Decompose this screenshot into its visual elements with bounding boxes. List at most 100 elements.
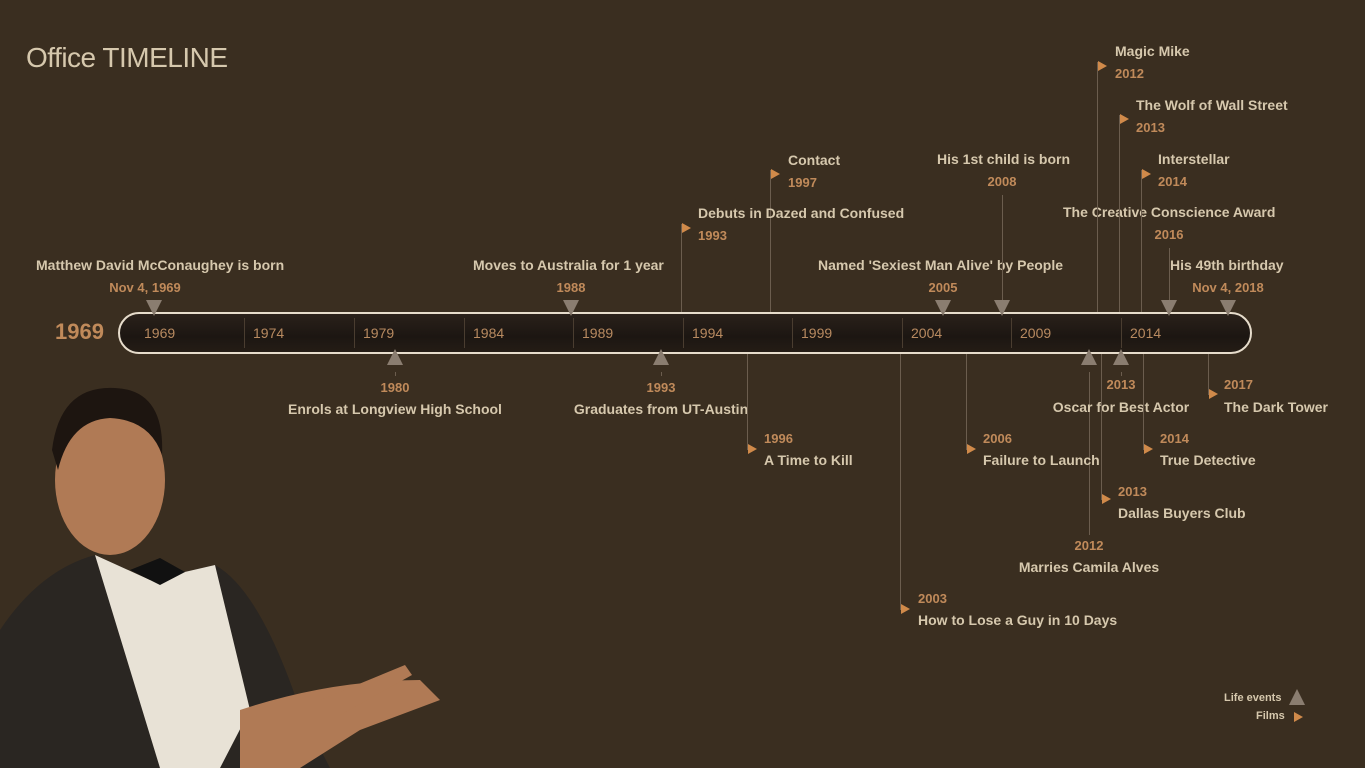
life-event-title: Graduates from UT-Austin	[573, 401, 749, 417]
film-flag-icon	[1142, 169, 1151, 179]
tick-divider	[573, 318, 574, 348]
life-event-connector	[1089, 372, 1090, 535]
film-title: Interstellar	[1158, 151, 1230, 167]
legend-triangle-icon	[1289, 689, 1305, 705]
tick-label: 1999	[801, 325, 833, 341]
tick-divider	[792, 318, 793, 348]
life-event-title: Marries Camila Alves	[1018, 559, 1160, 575]
tick-divider	[902, 318, 903, 348]
person-photo	[0, 387, 440, 768]
life-event-marker-icon	[1220, 300, 1236, 316]
life-event-title: His 49th birthday	[1170, 257, 1284, 273]
life-event-title: Matthew David McConaughey is born	[36, 257, 285, 273]
tick-divider	[1011, 318, 1012, 348]
film-flag-icon	[748, 444, 757, 454]
life-event-date: 1993	[646, 380, 676, 395]
tick-label: 2004	[911, 325, 943, 341]
tick-label: 2009	[1020, 325, 1052, 341]
life-event-title: Moves to Australia for 1 year	[473, 257, 664, 273]
film-title: A Time to Kill	[764, 452, 853, 468]
film-date: 2014	[1158, 174, 1187, 189]
film-connector	[1119, 115, 1120, 312]
tick-label: 1979	[363, 325, 395, 341]
film-title: Failure to Launch	[983, 452, 1100, 468]
film-title: Contact	[788, 152, 841, 168]
film-title: Magic Mike	[1115, 43, 1190, 59]
life-event-connector	[1121, 372, 1122, 376]
life-event-date: 2013	[1106, 377, 1136, 392]
film-flag-icon	[1209, 389, 1218, 399]
life-event-date: 2005	[928, 280, 958, 295]
film-connector	[1101, 354, 1102, 500]
film-title: The Dark Tower	[1224, 399, 1328, 415]
life-event-connector	[395, 372, 396, 376]
title-prefix: Office	[26, 42, 96, 73]
life-event-date: 1980	[380, 380, 410, 395]
film-connector	[1208, 354, 1209, 395]
tick-label: 2014	[1130, 325, 1162, 341]
legend-life-events: Life events	[1224, 692, 1282, 704]
film-connector	[966, 354, 967, 450]
life-event-connector	[661, 372, 662, 376]
film-date: 1996	[764, 431, 793, 446]
film-connector	[1141, 170, 1142, 312]
life-event-connector	[1002, 195, 1003, 300]
film-title: True Detective	[1160, 452, 1256, 468]
film-date: 2013	[1136, 120, 1165, 135]
film-flag-icon	[1098, 61, 1107, 71]
life-event-marker-icon	[1081, 349, 1097, 365]
film-connector	[1097, 62, 1098, 312]
tick-label: 1994	[692, 325, 724, 341]
legend-films: Films	[1256, 710, 1285, 722]
film-connector	[770, 170, 771, 312]
life-event-date: 2008	[987, 174, 1017, 189]
page-title: Office TIMELINE	[26, 42, 228, 74]
film-flag-icon	[1144, 444, 1153, 454]
life-event-title: Named 'Sexiest Man Alive' by People	[818, 257, 1064, 273]
life-event-marker-icon	[1161, 300, 1177, 316]
life-event-title: His 1st child is born	[937, 151, 1071, 167]
film-title: Dallas Buyers Club	[1118, 505, 1246, 521]
life-event-date: 1988	[556, 280, 586, 295]
film-flag-icon	[967, 444, 976, 454]
life-event-marker-icon	[146, 300, 162, 316]
life-event-marker-icon	[653, 349, 669, 365]
tick-divider	[1121, 318, 1122, 348]
tick-divider	[683, 318, 684, 348]
timeline-bar	[118, 312, 1252, 354]
life-event-marker-icon	[994, 300, 1010, 316]
tick-divider	[244, 318, 245, 348]
life-event-title: Oscar for Best Actor	[1052, 399, 1190, 415]
film-flag-icon	[1102, 494, 1111, 504]
life-event-connector	[1169, 248, 1170, 300]
legend-flag-icon	[1294, 712, 1303, 722]
tick-label: 1984	[473, 325, 505, 341]
life-event-marker-icon	[387, 349, 403, 365]
film-flag-icon	[1120, 114, 1129, 124]
life-event-date: 2012	[1074, 538, 1104, 553]
film-flag-icon	[682, 223, 691, 233]
life-event-date: Nov 4, 2018	[1192, 280, 1264, 295]
film-date: 2013	[1118, 484, 1147, 499]
life-event-title: The Creative Conscience Award	[1063, 204, 1276, 220]
title-main: TIMELINE	[102, 42, 228, 73]
film-date: 2014	[1160, 431, 1189, 446]
film-connector	[1143, 354, 1144, 450]
film-title: The Wolf of Wall Street	[1136, 97, 1288, 113]
film-flag-icon	[901, 604, 910, 614]
tick-divider	[354, 318, 355, 348]
life-event-date: Nov 4, 1969	[109, 280, 181, 295]
film-connector	[681, 224, 682, 312]
film-date: 2017	[1224, 377, 1253, 392]
film-connector	[747, 354, 748, 450]
life-event-marker-icon	[935, 300, 951, 316]
start-year-label: 1969	[55, 319, 104, 344]
film-date: 2012	[1115, 66, 1144, 81]
tick-label: 1974	[253, 325, 285, 341]
tick-divider	[464, 318, 465, 348]
life-event-marker-icon	[563, 300, 579, 316]
film-date: 1993	[698, 228, 727, 243]
life-event-title: Enrols at Longview High School	[288, 401, 502, 417]
life-event-date: 2016	[1154, 227, 1184, 242]
film-title: Debuts in Dazed and Confused	[698, 205, 905, 221]
